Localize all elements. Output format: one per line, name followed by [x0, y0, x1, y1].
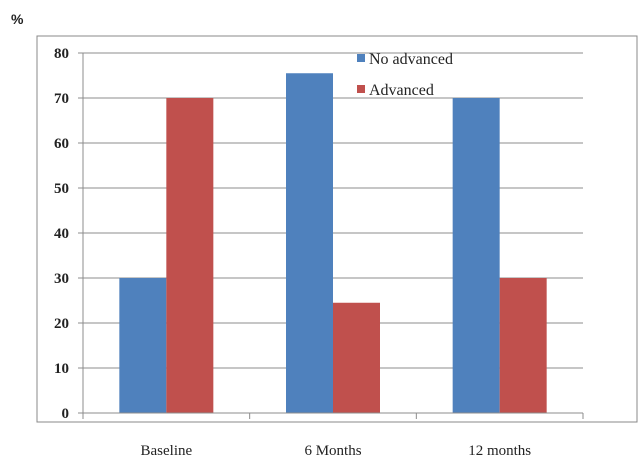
- x-tick-label: Baseline: [141, 443, 193, 459]
- y-tick-label: 30: [54, 271, 69, 287]
- bar-advanced: [166, 98, 214, 413]
- y-tick-label: 70: [54, 91, 69, 107]
- y-tick-label: 40: [54, 226, 69, 242]
- y-tick-label: 50: [54, 181, 69, 197]
- bar-no-advanced: [452, 98, 500, 413]
- y-tick-label: 20: [54, 316, 69, 332]
- axes: 0 10 20 30 40 50 60 70 80 Baseline 6 Months 12 mont…: [54, 46, 584, 459]
- bar-advanced: [499, 278, 547, 413]
- legend-label: No advanced: [369, 51, 453, 68]
- y-tick-label: 10: [54, 361, 69, 377]
- y-tick-label: 80: [54, 46, 69, 62]
- y-unit-label: %: [11, 11, 24, 27]
- y-tick-label: 60: [54, 136, 69, 152]
- bars: [119, 73, 547, 413]
- bar-no-advanced: [286, 73, 333, 413]
- bar-advanced: [333, 302, 380, 413]
- bar-no-advanced: [119, 278, 167, 413]
- legend-swatch: [357, 85, 365, 93]
- legend: No advanced Advanced: [357, 51, 453, 99]
- x-tick-label: 6 Months: [304, 443, 361, 459]
- legend-swatch: [357, 54, 365, 62]
- y-tick-label: 0: [62, 406, 70, 422]
- legend-label: Advanced: [369, 82, 434, 99]
- x-tick-label: 12 months: [468, 443, 531, 459]
